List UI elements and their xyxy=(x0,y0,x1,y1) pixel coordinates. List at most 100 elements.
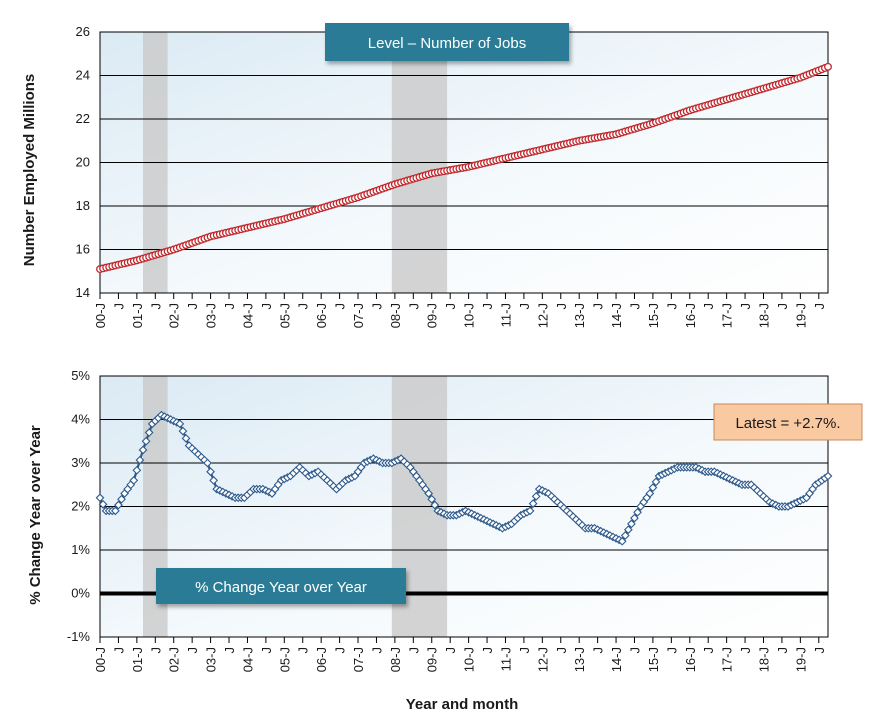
x-tick-label: J xyxy=(369,647,384,654)
data-point xyxy=(645,489,655,498)
x-tick-label: 02-J xyxy=(167,303,182,328)
x-tick-label: 09-J xyxy=(425,303,440,328)
data-point xyxy=(623,525,633,535)
x-tick-label: J xyxy=(333,303,348,310)
x-tick-label: 16-J xyxy=(683,647,698,672)
data-point xyxy=(178,426,188,436)
y-tick-label: -1% xyxy=(67,629,91,644)
x-tick-label: J xyxy=(664,647,679,654)
top-title-background xyxy=(325,23,569,61)
latest-annotation-text: Latest = +2.7%. xyxy=(735,415,840,432)
data-point xyxy=(95,493,105,503)
x-tick-label: 12-J xyxy=(535,647,550,672)
x-tick-label: 12-J xyxy=(535,303,550,328)
y-tick-label: 18 xyxy=(76,198,90,213)
y-tick-label: 0% xyxy=(71,586,90,601)
x-tick-label: J xyxy=(148,647,163,654)
x-tick-label: 00-J xyxy=(93,647,108,672)
data-point xyxy=(141,436,151,446)
x-tick-label: 05-J xyxy=(277,647,292,672)
y-tick-label: 3% xyxy=(71,455,90,470)
x-tick-label: 18-J xyxy=(756,303,771,328)
data-point xyxy=(651,477,661,487)
x-tick-label: 04-J xyxy=(240,303,255,328)
data-point xyxy=(117,494,126,504)
x-tick-label: 10-J xyxy=(462,303,477,328)
x-tick-label: 13-J xyxy=(572,303,587,328)
x-tick-label: 08-J xyxy=(388,647,403,672)
x-tick-label: 15-J xyxy=(646,303,661,328)
data-point xyxy=(630,513,639,523)
data-point xyxy=(620,531,630,540)
y-tick-label: 26 xyxy=(76,24,90,39)
bottom-x-axis: 00-J J 01-J J 02-J J 03-J J 04-J J 05-J J 06-J J 07-J J… xyxy=(93,637,827,672)
x-tick-label: 14-J xyxy=(609,303,624,328)
x-tick-label: 13-J xyxy=(572,647,587,672)
data-point xyxy=(823,471,833,481)
top-title-box: Level – Number of Jobs xyxy=(325,23,569,61)
x-tick-label: 00-J xyxy=(93,303,108,328)
bottom-chart-title: % Change Year over Year xyxy=(195,579,367,596)
data-point xyxy=(824,62,832,71)
data-point xyxy=(206,467,215,477)
bottom-plot-frame xyxy=(99,375,829,638)
x-tick-label: J xyxy=(259,303,274,310)
x-tick-label: J xyxy=(406,303,421,310)
x-tick-label: 09-J xyxy=(425,647,440,672)
x-tick-label: J xyxy=(185,303,200,310)
x-axis-title: Year and month xyxy=(406,696,519,713)
x-tick-label: J xyxy=(775,303,790,310)
x-tick-label: 08-J xyxy=(388,303,403,328)
x-tick-label: J xyxy=(738,647,753,654)
x-tick-label: 14-J xyxy=(609,647,624,672)
top-x-axis: 00-J J 01-J J 02-J J 03-J J 04-J J 05-J J 06-J J 07-J J… xyxy=(93,293,827,328)
x-tick-label: J xyxy=(480,647,495,654)
x-tick-label: J xyxy=(517,647,532,654)
x-tick-label: 07-J xyxy=(351,303,366,328)
x-tick-label: 11-J xyxy=(498,647,513,671)
y-tick-label: 2% xyxy=(71,499,90,514)
latest-annotation: Latest = +2.7%. xyxy=(713,403,863,441)
x-tick-label: J xyxy=(443,303,458,310)
data-point xyxy=(424,489,434,498)
x-tick-label: J xyxy=(701,303,716,310)
x-tick-label: 16-J xyxy=(683,303,698,328)
data-point xyxy=(531,491,541,501)
top-y-axis-title: Number Employed Millions xyxy=(21,74,38,267)
x-tick-label: J xyxy=(701,647,716,654)
x-tick-label: J xyxy=(480,303,495,310)
x-tick-label: J xyxy=(627,647,642,654)
x-tick-label: 06-J xyxy=(314,303,329,328)
data-point xyxy=(98,499,108,509)
x-tick-label: J xyxy=(627,303,642,310)
x-tick-label: J xyxy=(222,303,237,310)
x-tick-label: 03-J xyxy=(204,303,219,328)
y-tick-label: 16 xyxy=(76,242,90,257)
y-tick-label: 1% xyxy=(71,542,90,557)
bottom-series-yoy xyxy=(95,410,833,546)
y-tick-label: 5% xyxy=(71,368,90,383)
data-point xyxy=(648,483,658,493)
data-point xyxy=(528,499,538,508)
data-point xyxy=(209,476,219,485)
x-tick-label: J xyxy=(664,303,679,310)
x-tick-label: 06-J xyxy=(314,647,329,672)
bottom-title-background xyxy=(156,568,406,604)
x-tick-label: 15-J xyxy=(646,647,661,672)
x-tick-label: 04-J xyxy=(240,647,255,672)
data-point xyxy=(525,506,535,516)
x-tick-label: J xyxy=(591,647,606,654)
x-tick-label: J xyxy=(296,303,311,310)
y-tick-label: 14 xyxy=(76,285,90,300)
x-tick-label: 11-J xyxy=(498,303,513,327)
x-tick-label: J xyxy=(812,647,827,654)
x-tick-label: J xyxy=(591,303,606,310)
x-tick-label: J xyxy=(517,303,532,310)
x-tick-label: 01-J xyxy=(130,647,145,672)
latest-annotation-box xyxy=(713,403,863,441)
x-tick-label: 10-J xyxy=(462,647,477,672)
top-y-axis: 14 16 18 20 22 24 26 xyxy=(76,24,90,300)
x-tick-label: 02-J xyxy=(167,647,182,672)
